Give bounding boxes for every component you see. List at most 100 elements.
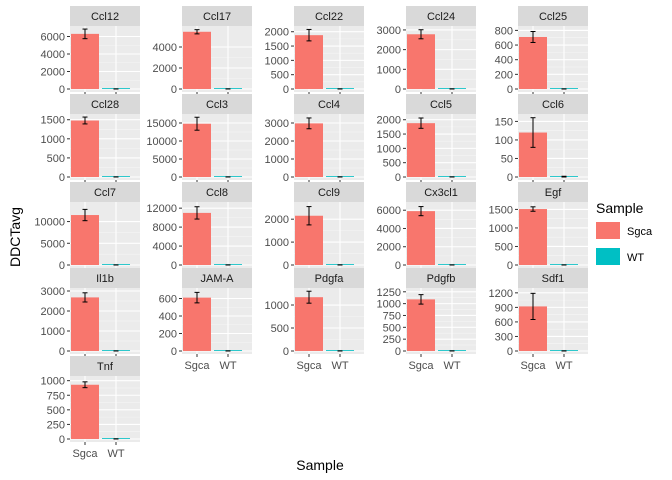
y-tick-label: 0 (395, 172, 401, 184)
y-tick-label: 10000 (146, 136, 177, 148)
y-tick-label: 1000 (489, 223, 513, 235)
y-tick-label: 0 (171, 84, 177, 96)
facet-jam-a: JAM-A 0 200 400 600 Sgca WT (159, 268, 252, 372)
y-tick-label: 1500 (489, 204, 513, 216)
y-tick-label: 0 (171, 172, 177, 184)
facet-ccl5: Ccl5 0 500 1000 1500 2000 (377, 94, 476, 184)
y-tick-label: 2000 (153, 63, 177, 75)
y-tick-label: 500 (47, 153, 65, 165)
y-tick-label: 1000 (265, 154, 289, 166)
bar-ccl5-sgca (407, 123, 435, 177)
y-tick-label: 1000 (265, 55, 289, 67)
facet-strip-ccl5 (406, 94, 476, 114)
bar-ccl12-sgca (71, 33, 99, 89)
facet-ccl28: Ccl28 0 500 1000 1500 (41, 94, 140, 184)
facet-ccl4: Ccl4 0 1000 2000 3000 (265, 94, 364, 184)
y-tick-label: 600 (495, 40, 513, 52)
y-tick-label: 6000 (377, 205, 401, 217)
x-tick-label-sgca: Sgca (520, 360, 546, 372)
y-tick-label: 600 (495, 317, 513, 329)
x-tick-label-sgca: Sgca (72, 448, 98, 460)
facet-strip-jam-a (182, 268, 252, 288)
facet-il1b: Il1b 0 1000 2000 3000 (41, 268, 140, 358)
facet-title-ccl24: Ccl24 (427, 11, 455, 23)
bar-ccl24-sgca (407, 34, 435, 89)
y-tick-label: 3000 (41, 286, 65, 298)
y-tick-label: 0 (171, 260, 177, 272)
y-tick-label: 0 (283, 84, 289, 96)
facet-strip-egf (518, 182, 588, 202)
facet-ccl9: Ccl9 0 1000 2000 (265, 182, 364, 272)
y-tick-label: 12000 (146, 203, 177, 215)
y-tick-label: 0 (507, 172, 513, 184)
y-tick-label: 1500 (265, 41, 289, 53)
legend-key-wt (596, 248, 620, 265)
y-tick-label: 6000 (41, 32, 65, 44)
y-tick-label: 0 (59, 172, 65, 184)
bar-ccl4-sgca (295, 123, 323, 177)
facet-strip-ccl17 (182, 6, 252, 26)
facet-strip-ccl12 (70, 6, 140, 26)
facet-ccl24: Ccl24 0 1000 2000 3000 (377, 6, 476, 96)
facet-strip-ccl6 (518, 94, 588, 114)
legend-label-sgca: Sgca (627, 226, 653, 238)
facet-ccl12: Ccl12 0 2000 4000 6000 (41, 6, 140, 96)
y-tick-label: 0 (395, 260, 401, 272)
facet-title-cx3cl1: Cx3cl1 (424, 187, 458, 199)
x-tick-label-wt: WT (331, 360, 348, 372)
facet-strip-ccl22 (294, 6, 364, 26)
legend-entry-wt: WT (596, 248, 644, 265)
facet-title-ccl12: Ccl12 (91, 11, 119, 23)
facet-ccl3: Ccl3 0 5000 10000 15000 (146, 94, 252, 184)
facet-title-tnf: Tnf (97, 361, 114, 373)
facet-title-ccl6: Ccl6 (542, 99, 564, 111)
y-tick-label: 1000 (265, 237, 289, 249)
y-tick-label: 500 (47, 405, 65, 417)
y-tick-label: 10000 (34, 217, 65, 229)
y-tick-label: 500 (271, 70, 289, 82)
x-tick-label-wt: WT (555, 360, 572, 372)
y-tick-label: 2000 (377, 45, 401, 57)
y-tick-label: 250 (383, 334, 401, 346)
facet-strip-ccl7 (70, 182, 140, 202)
y-tick-label: 1250 (377, 287, 401, 299)
legend-key-sgca (596, 222, 620, 239)
y-tick-label: 750 (383, 310, 401, 322)
y-tick-label: 0 (507, 346, 513, 358)
facet-strip-il1b (70, 268, 140, 288)
bar-ccl7-sgca (71, 215, 99, 265)
y-tick-label: 200 (495, 69, 513, 81)
y-tick-label: 0 (283, 172, 289, 184)
y-tick-label: 0 (507, 260, 513, 272)
y-tick-label: 0 (59, 434, 65, 446)
facet-strip-pdgfb (406, 268, 476, 288)
facet-ccl6: Ccl6 0 50 100 150 (495, 94, 588, 184)
facet-ccl22: Ccl22 0 500 1000 1500 2000 (265, 6, 364, 96)
facet-title-ccl8: Ccl8 (206, 187, 228, 199)
bar-tnf-sgca (71, 384, 99, 439)
y-tick-label: 500 (383, 322, 401, 334)
y-tick-label: 750 (47, 390, 65, 402)
bar-pdgfa-sgca (295, 297, 323, 351)
y-tick-label: 100 (495, 135, 513, 147)
y-tick-label: 4000 (153, 241, 177, 253)
y-tick-label: 1000 (377, 64, 401, 76)
x-tick-label-sgca: Sgca (408, 360, 434, 372)
facet-title-sdf1: Sdf1 (542, 273, 565, 285)
x-tick-label-sgca: Sgca (184, 360, 210, 372)
facet-title-jam-a: JAM-A (201, 273, 235, 285)
y-tick-label: 0 (283, 260, 289, 272)
legend-title: Sample (596, 200, 644, 216)
y-tick-label: 4000 (153, 42, 177, 54)
y-tick-label: 500 (495, 241, 513, 253)
y-tick-label: 1500 (377, 129, 401, 141)
bar-jam-a-sgca (183, 297, 211, 351)
y-tick-label: 1000 (41, 134, 65, 146)
facet-cx3cl1: Cx3cl1 0 2000 4000 6000 (377, 182, 476, 272)
y-tick-label: 0 (507, 84, 513, 96)
y-tick-label: 0 (59, 260, 65, 272)
bar-ccl22-sgca (295, 35, 323, 89)
facet-title-egf: Egf (545, 187, 562, 199)
y-tick-label: 1000 (41, 376, 65, 388)
